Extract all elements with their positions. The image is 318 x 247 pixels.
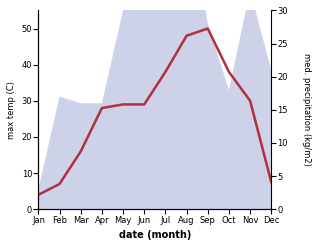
X-axis label: date (month): date (month) [119, 230, 191, 240]
Y-axis label: med. precipitation (kg/m2): med. precipitation (kg/m2) [302, 53, 311, 166]
Y-axis label: max temp (C): max temp (C) [7, 81, 16, 139]
